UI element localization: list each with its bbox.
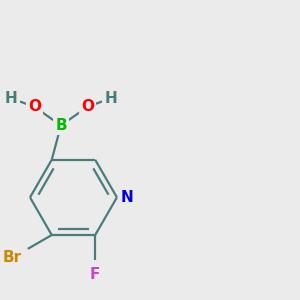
Text: O: O [81, 99, 94, 114]
Text: H: H [104, 91, 117, 106]
Text: B: B [55, 118, 67, 133]
Text: F: F [90, 267, 101, 282]
Text: H: H [5, 91, 17, 106]
Text: O: O [28, 99, 41, 114]
Text: Br: Br [3, 250, 22, 265]
Text: N: N [120, 190, 133, 205]
